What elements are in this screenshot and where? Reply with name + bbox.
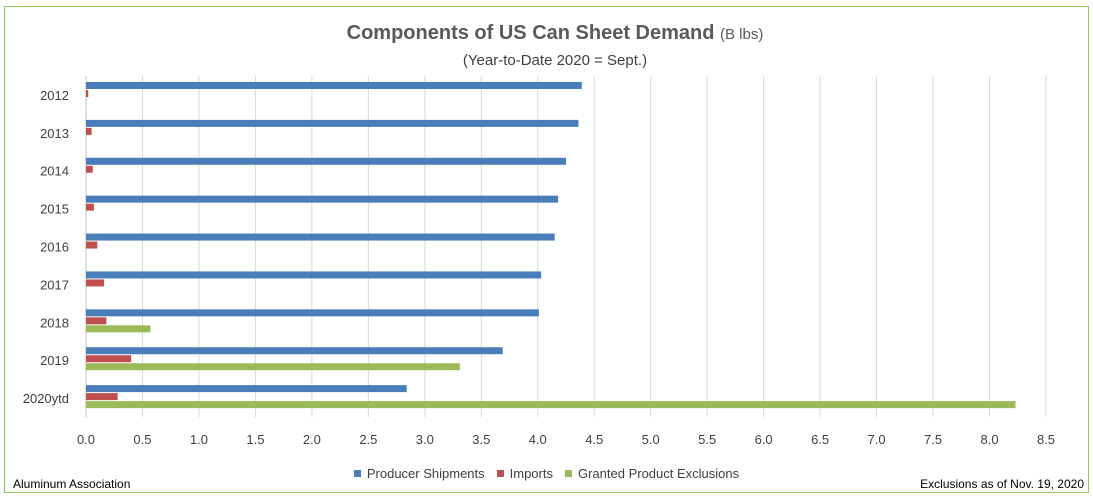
legend-item: Producer Shipments bbox=[353, 466, 485, 481]
x-tick-label: 5.5 bbox=[698, 432, 716, 447]
bar-producer-shipments bbox=[86, 309, 539, 317]
legend-swatch bbox=[496, 470, 504, 477]
bar-producer-shipments bbox=[86, 157, 566, 165]
bar-granted-product-exclusions bbox=[86, 401, 1016, 409]
legend-item: Imports bbox=[496, 466, 553, 481]
x-tick-label: 3.0 bbox=[416, 432, 434, 447]
bar-imports bbox=[86, 355, 132, 363]
bar-imports bbox=[86, 127, 92, 135]
category-label: 2018 bbox=[40, 315, 69, 330]
category-label: 2013 bbox=[40, 126, 69, 141]
x-tick-label: 6.5 bbox=[811, 432, 829, 447]
x-tick-label: 1.5 bbox=[246, 432, 264, 447]
category-label: 2020ytd bbox=[23, 391, 69, 406]
x-tick-label: 4.5 bbox=[585, 432, 603, 447]
x-tick-label: 8.5 bbox=[1037, 432, 1055, 447]
legend: Producer Shipments Imports Granted Product… bbox=[0, 465, 1093, 481]
legend-item: Granted Product Exclusions bbox=[564, 466, 740, 481]
category-label: 2017 bbox=[40, 277, 69, 292]
bar-producer-shipments bbox=[86, 119, 579, 127]
bar-imports bbox=[86, 317, 107, 325]
x-tick-label: 1.0 bbox=[190, 432, 208, 447]
chart-title-text: Components of US Can Sheet Demand bbox=[346, 22, 715, 44]
category-label: 2016 bbox=[40, 240, 69, 255]
chart-subtitle: (Year-to-Date 2020 = Sept.) bbox=[462, 52, 648, 69]
bar-producer-shipments bbox=[86, 271, 542, 279]
x-tick-label: 0.0 bbox=[77, 432, 95, 447]
x-tick-label: 5.0 bbox=[642, 432, 660, 447]
exclusions-note: Exclusions as of Nov. 19, 2020 bbox=[920, 477, 1084, 491]
legend-swatch bbox=[353, 470, 361, 477]
legend-label: Granted Product Exclusions bbox=[577, 466, 740, 481]
bar-imports bbox=[86, 165, 93, 173]
x-tick-label: 0.5 bbox=[133, 432, 151, 447]
bar-imports bbox=[86, 90, 89, 97]
x-tick-label: 7.5 bbox=[924, 432, 942, 447]
source-label: Aluminum Association bbox=[13, 477, 131, 491]
category-label: 2015 bbox=[40, 202, 69, 217]
x-tick-label: 6.0 bbox=[755, 432, 773, 447]
bar-producer-shipments bbox=[86, 385, 407, 393]
category-label: 2019 bbox=[40, 353, 69, 368]
bar-imports bbox=[86, 279, 105, 287]
x-tick-label: 2.5 bbox=[359, 432, 377, 447]
chart-frame bbox=[4, 6, 1089, 493]
bar-producer-shipments bbox=[86, 82, 582, 89]
bar-granted-product-exclusions bbox=[86, 363, 460, 371]
category-label: 2012 bbox=[40, 88, 69, 103]
x-tick-label: 7.0 bbox=[868, 432, 886, 447]
bar-imports bbox=[86, 241, 98, 249]
legend-label: Imports bbox=[509, 466, 553, 481]
bar-imports bbox=[86, 393, 118, 401]
chart-title-unit: (B lbs) bbox=[720, 26, 764, 43]
x-tick-label: 8.0 bbox=[980, 432, 998, 447]
bar-imports bbox=[86, 203, 94, 211]
legend-label: Producer Shipments bbox=[366, 466, 485, 481]
chart-title: Components of US Can Sheet Demand (B lbs… bbox=[0, 22, 1093, 45]
bar-producer-shipments bbox=[86, 195, 559, 203]
x-tick-label: 4.0 bbox=[529, 432, 547, 447]
category-label: 2014 bbox=[40, 164, 69, 179]
x-tick-label: 3.5 bbox=[472, 432, 490, 447]
bar-granted-product-exclusions bbox=[86, 325, 151, 333]
legend-swatch bbox=[564, 470, 572, 477]
bar-producer-shipments bbox=[86, 347, 503, 355]
bar-producer-shipments bbox=[86, 233, 555, 241]
x-tick-label: 2.0 bbox=[303, 432, 321, 447]
